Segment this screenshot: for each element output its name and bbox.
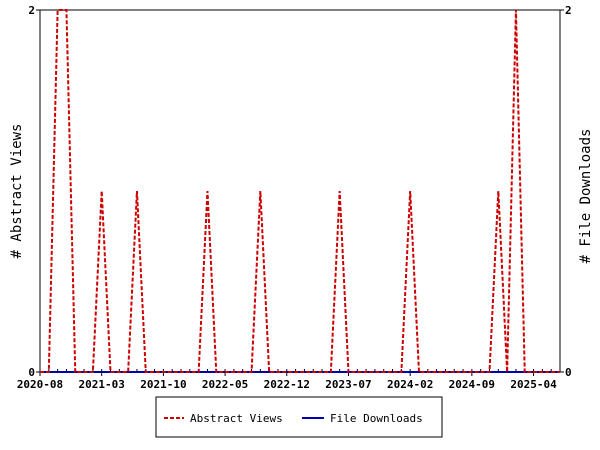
x-tick-label: 2022-05 — [202, 378, 248, 391]
y-axis-right: 02 — [560, 4, 572, 379]
x-axis: 2020-08 2021-03 2021-10 2022-05 2022-12 2023-… — [17, 372, 557, 391]
legend: Abstract Views File Downloads — [155, 396, 443, 438]
y-right-tick-label: 0 — [565, 366, 572, 379]
legend-box — [155, 396, 443, 438]
x-tick-label: 2020-08 — [17, 378, 63, 391]
y-axis-right-title: # File Downloads — [578, 129, 594, 264]
legend-label-abstract-views: Abstract Views — [190, 412, 283, 425]
x-tick-label: 2021-10 — [140, 378, 186, 391]
x-tick-label: 2024-02 — [387, 378, 433, 391]
y-right-tick-label: 2 — [565, 4, 572, 17]
x-tick-label: 2024-09 — [449, 378, 495, 391]
x-tick-label: 2025-04 — [510, 378, 557, 391]
y-axis-left-title: # Abstract Views — [9, 124, 25, 259]
y-axis-left: 02 — [28, 4, 40, 379]
x-tick-label: 2022-12 — [264, 378, 310, 391]
x-tick-label: 2021-03 — [79, 378, 125, 391]
plot-area — [39, 9, 561, 373]
series-layer — [40, 9, 560, 373]
legend-label-file-downloads: File Downloads — [330, 412, 423, 425]
y-left-tick-label: 0 — [28, 366, 35, 379]
y-left-tick-label: 2 — [28, 4, 35, 17]
x-tick-label: 2023-07 — [325, 378, 371, 391]
